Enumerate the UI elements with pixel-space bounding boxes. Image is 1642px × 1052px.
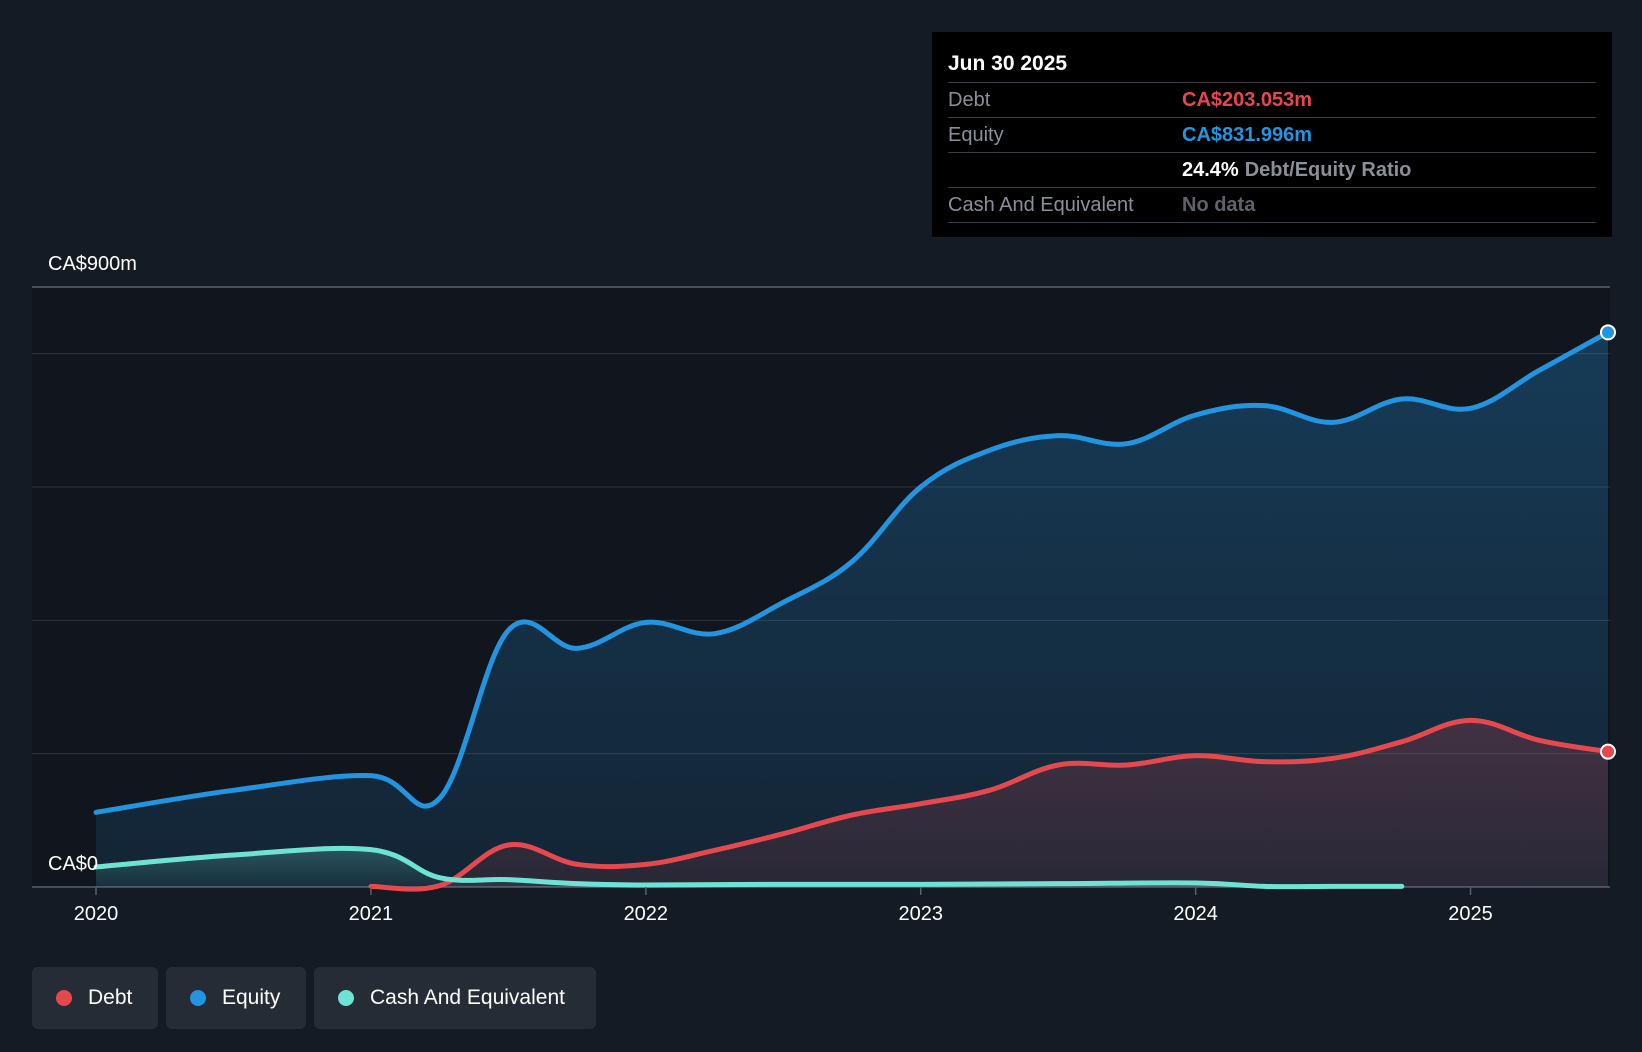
tooltip-equity-row: Equity CA$831.996m bbox=[948, 118, 1596, 153]
tooltip-equity-value: CA$831.996m bbox=[1182, 124, 1313, 146]
cash-and-equivalent-line bbox=[93, 845, 1405, 890]
debt-line bbox=[368, 717, 1611, 892]
x-tick-label-2023: 2023 bbox=[898, 903, 943, 925]
legend-equity-label: Equity bbox=[222, 986, 281, 1009]
legend-item-equity[interactable]: Equity bbox=[166, 967, 306, 1029]
tooltip-ratio-row: 24.4% Debt/Equity Ratio bbox=[948, 153, 1596, 188]
tooltip-cash-label: Cash And Equivalent bbox=[948, 194, 1134, 216]
tooltip-debt-label: Debt bbox=[948, 89, 991, 111]
legend-debt-dot bbox=[56, 990, 72, 1006]
tooltip-debt-row: Debt CA$203.053m bbox=[948, 83, 1596, 118]
legend-cash-dot bbox=[338, 990, 354, 1006]
y-axis-min-label: CA$0 bbox=[48, 853, 98, 875]
x-tick-label-2024: 2024 bbox=[1173, 903, 1218, 925]
y-axis-max-label: CA$900m bbox=[48, 253, 137, 275]
series-lines bbox=[93, 329, 1611, 892]
tooltip-ratio-label: Debt/Equity Ratio bbox=[1244, 159, 1412, 181]
x-tick-label-2020: 2020 bbox=[74, 903, 119, 925]
tooltip-panel: Jun 30 2025 Debt CA$203.053m Equity CA$8… bbox=[932, 32, 1612, 237]
tooltip-ratio-value: 24.4% bbox=[1182, 159, 1239, 181]
series-end-markers bbox=[1600, 324, 1616, 760]
tooltip-ratio-spacer bbox=[948, 153, 1182, 187]
legend-equity-dot bbox=[190, 990, 206, 1006]
tooltip-date: Jun 30 2025 bbox=[948, 32, 1596, 83]
equity-end-point[interactable] bbox=[1600, 324, 1616, 341]
x-tick-label-2025: 2025 bbox=[1448, 903, 1493, 925]
legend-item-debt[interactable]: Debt bbox=[32, 967, 158, 1029]
equity-line bbox=[93, 329, 1611, 815]
legend-debt-label: Debt bbox=[88, 986, 133, 1009]
cash-and-equivalent-area bbox=[96, 848, 1402, 887]
x-tick-label-2021: 2021 bbox=[349, 903, 394, 925]
tooltip-equity-label: Equity bbox=[948, 124, 1004, 146]
tooltip-cash-row: Cash And Equivalent No data bbox=[948, 188, 1596, 223]
tooltip-debt-value: CA$203.053m bbox=[1182, 89, 1313, 111]
legend-cash-label: Cash And Equivalent bbox=[370, 986, 565, 1009]
tooltip-cash-value: No data bbox=[1182, 194, 1256, 216]
x-axis: 2020 2021 2022 2023 2024 2025 bbox=[74, 887, 1493, 925]
equity-area bbox=[96, 332, 1608, 887]
x-tick-label-2022: 2022 bbox=[624, 903, 669, 925]
legend-item-cash[interactable]: Cash And Equivalent bbox=[314, 967, 596, 1029]
debt-end-point[interactable] bbox=[1600, 743, 1616, 760]
